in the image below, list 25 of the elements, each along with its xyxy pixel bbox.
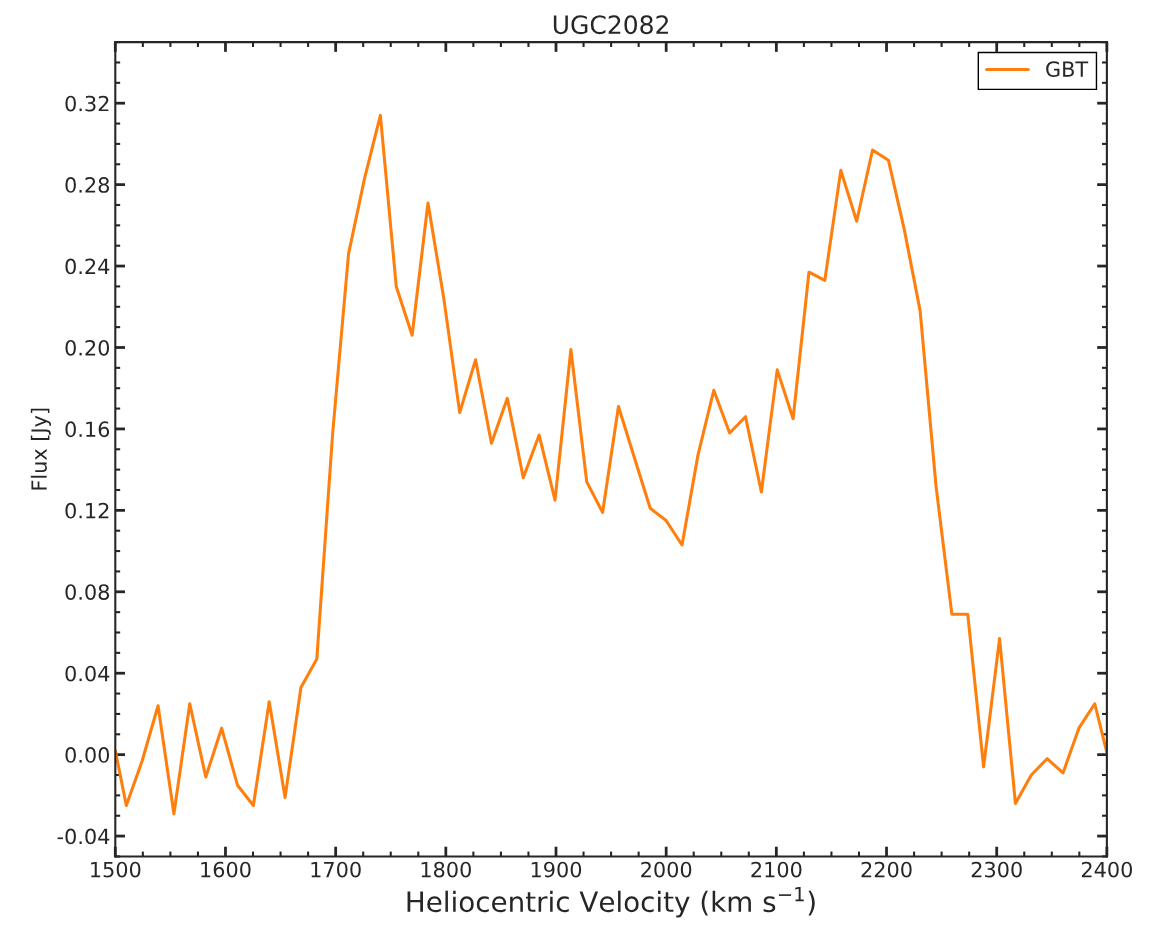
y-tick-label: 0.24 [65,258,110,275]
x-tick-label: 1700 [311,861,361,878]
chart-title: UGC2082 [553,15,668,35]
y-tick-label: 0.04 [65,665,110,682]
y-tick-label: 0.32 [65,95,109,112]
y-axis-title: Flux [Jy] [30,408,51,490]
line-series [115,113,1107,816]
x-tick-label: 2400 [1081,861,1133,878]
x-axis-title: Heliocentric Velocity (km s$^{−1}$) [407,887,815,918]
y-tick-label: 0.08 [65,584,110,600]
x-tick-label: 1600 [201,861,251,878]
x-tick-label: 2000 [641,861,692,878]
y-tick-label: 0.28 [65,177,110,193]
x-tick-label: 2100 [751,861,802,878]
y-tick-label: 0.16 [65,421,110,438]
x-tick-label: 1500 [91,861,141,878]
legend-label: GBT [1046,61,1089,77]
y-tick-label: 0.12 [65,502,109,519]
y-tick-label: 0.00 [65,747,110,763]
x-tick-label: 1800 [421,861,471,878]
y-tick-label: 0.20 [65,339,110,356]
x-tick-label: 2200 [861,861,912,878]
x-tick-label: 1900 [531,861,582,878]
y-tick-label: -0.04 [57,828,110,845]
x-tick-label: 2300 [971,861,1022,878]
